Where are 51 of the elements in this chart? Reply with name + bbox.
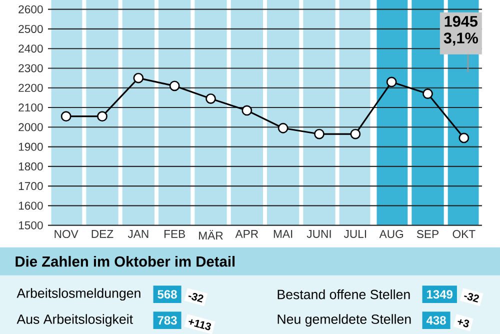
- point: [242, 105, 252, 116]
- text: 1349: [427, 290, 453, 298]
- point: [133, 72, 144, 84]
- y-tick-label: 1700: [18, 182, 43, 190]
- x-tick-label: FEB: [164, 230, 186, 238]
- point: [169, 80, 180, 91]
- x-tick-label: SEP: [416, 230, 438, 238]
- text: Arbeitslosmeldungen: [16, 288, 140, 300]
- x-tick-label: APR: [235, 230, 258, 238]
- point: [60, 110, 72, 122]
- x-tick-label: MAI: [274, 230, 292, 238]
- y-tick-label: 1600: [18, 202, 43, 210]
- annotation: 3,1%: [444, 32, 478, 46]
- y-tick-label: 1500: [18, 221, 43, 230]
- x-tick-label: JAN: [128, 230, 148, 238]
- y-tick-label: 2000: [18, 122, 43, 131]
- x-tick-label: NOV: [54, 230, 78, 238]
- text: Bestand offene Stellen: [278, 289, 410, 300]
- y-tick-label: 2100: [18, 103, 43, 112]
- y-tick-label: 2300: [18, 64, 43, 72]
- text: 568: [158, 290, 177, 298]
- text: Aus Arbeitslosigkeit: [16, 314, 133, 326]
- x-tick-label: DEZ: [92, 230, 114, 238]
- x-tick-label: OKT: [452, 230, 476, 238]
- point: [97, 110, 108, 122]
- text: 783: [158, 316, 177, 324]
- text: -32: [188, 292, 204, 302]
- y-tick-label: 2500: [18, 24, 43, 33]
- point: [206, 93, 216, 104]
- x-tick-label: JULI: [344, 230, 366, 238]
- y-tick-label: 2600: [18, 5, 43, 14]
- text: -32: [464, 292, 479, 302]
- text: Die Zahlen im Oktober im Detail: [16, 256, 235, 267]
- y-tick-label: 1900: [18, 142, 43, 151]
- text: +3: [458, 319, 470, 328]
- point: [386, 76, 397, 88]
- x-tick-label: MÄR: [199, 230, 223, 240]
- y-tick-label: 2400: [18, 44, 43, 52]
- annotation: 1945: [444, 16, 478, 27]
- text: Neu gemeldete Stellen: [278, 314, 411, 326]
- point: [422, 88, 433, 99]
- point: [278, 122, 288, 134]
- point: [314, 128, 324, 140]
- y-tick-label: 2200: [18, 84, 43, 92]
- text: 438: [426, 316, 446, 324]
- text: +113: [188, 319, 212, 330]
- point: [458, 132, 470, 143]
- x-tick-label: AUG: [379, 230, 404, 238]
- point: [350, 128, 361, 140]
- x-tick-label: JUNI: [306, 230, 331, 238]
- y-tick-label: 1800: [18, 162, 43, 170]
